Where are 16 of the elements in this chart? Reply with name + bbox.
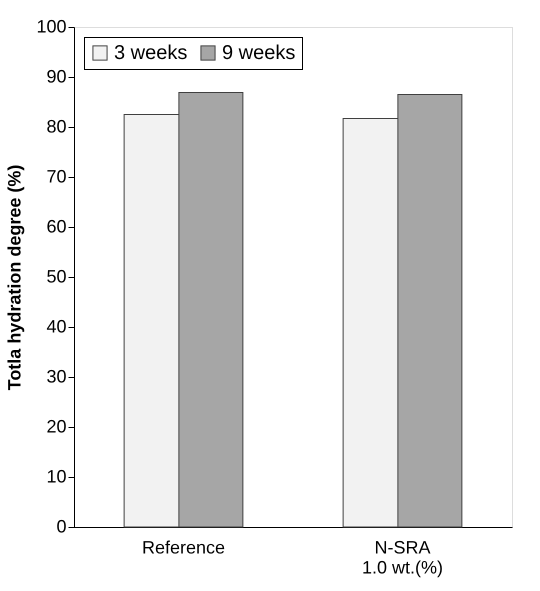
y-tick-label: 70 bbox=[46, 166, 66, 186]
x-tick-label: N-SRA 1.0 wt.(%) bbox=[362, 538, 444, 578]
legend-label: 3 weeks bbox=[114, 42, 188, 64]
y-tick-label: 0 bbox=[56, 516, 66, 536]
y-tick-label: 40 bbox=[46, 316, 66, 336]
y-tick-label: 10 bbox=[46, 466, 66, 486]
y-tick-label: 100 bbox=[36, 16, 66, 36]
y-tick-label: 20 bbox=[46, 416, 66, 436]
y-tick-label: 50 bbox=[46, 266, 66, 286]
y-tick-label: 90 bbox=[46, 66, 66, 86]
y-tick-label: 30 bbox=[46, 366, 66, 386]
y-axis-title: Totla hydration degree (%) bbox=[4, 164, 24, 390]
y-tick-label: 60 bbox=[46, 216, 66, 236]
legend-label: 9 weeks bbox=[222, 42, 296, 64]
x-tick-label: Reference bbox=[142, 538, 226, 558]
y-tick-label: 80 bbox=[46, 116, 66, 136]
